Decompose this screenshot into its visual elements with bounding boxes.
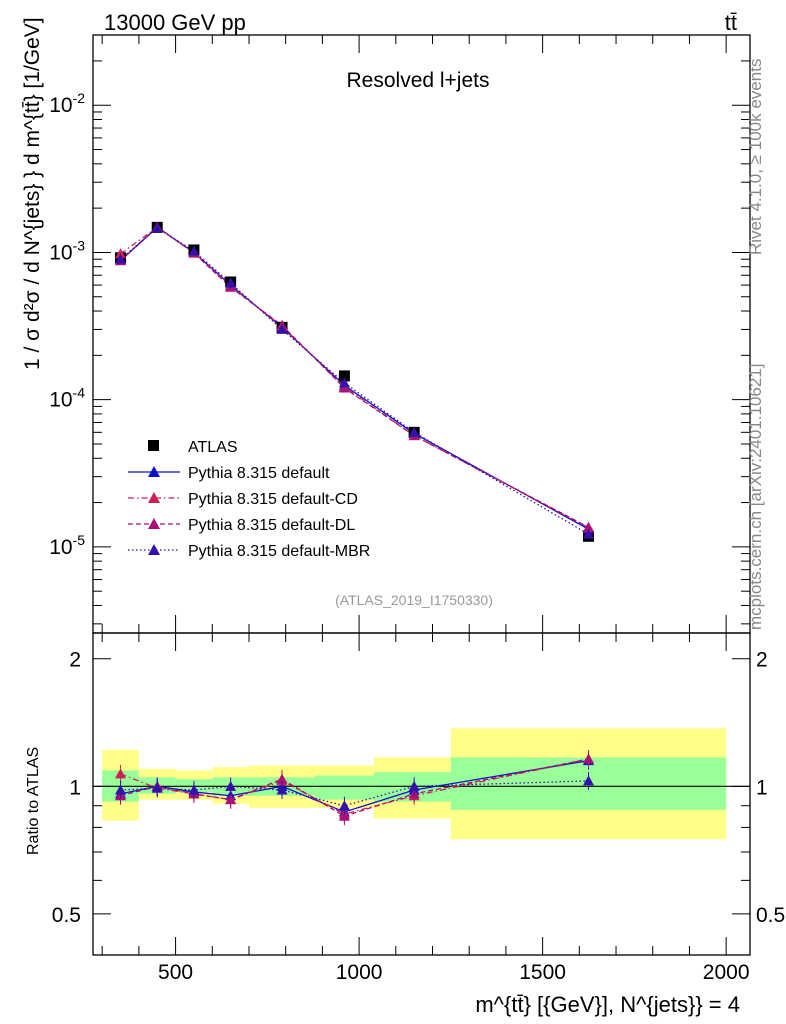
ratio-marker-dl [338, 810, 350, 821]
ratio-y-tick-label-left: 0.5 [52, 904, 81, 927]
marker-mbr [583, 528, 595, 539]
ratio-line-mbr [120, 780, 589, 807]
legend-item-mbr: Pythia 8.315 default-MBR [128, 543, 370, 560]
ratio-marker-mbr [151, 782, 163, 793]
ratio-marker-mbr [408, 780, 420, 791]
ratio-panel [92, 632, 751, 956]
main-y-tick-label: 10-5 [49, 532, 85, 559]
ratio-marker-dl [225, 794, 237, 805]
uncertainty-band-inner [315, 775, 374, 800]
marker-mbr [225, 277, 237, 288]
ratio-line-cd [120, 758, 589, 815]
series-line-cd [120, 226, 589, 529]
main-y-tick-label: 10-4 [49, 385, 85, 412]
ratio-y-tick-label-right: 1 [756, 776, 768, 799]
x-tick-label: 2000 [703, 961, 750, 984]
ratio-frame-border [92, 632, 751, 956]
legend-item-cd: Pythia 8.315 default-CD [128, 491, 358, 508]
main-y-tick-label-exponent: -5 [73, 532, 86, 548]
main-y-tick-label-exponent: -4 [73, 385, 86, 401]
ratio-y-axis-label: Ratio to ATLAS [25, 747, 42, 855]
legend-label-mbr: Pythia 8.315 default-MBR [188, 543, 370, 560]
main-plot-content [115, 221, 595, 542]
series-line-dl [120, 226, 589, 528]
mcplots-label: mcplots.cern.ch [arXiv:2401.10621] [746, 364, 765, 630]
legend-label-atlas: ATLAS [188, 439, 238, 456]
marker-mbr [115, 253, 127, 264]
series-line-default [120, 226, 589, 530]
ratio-y-tick-label-left: 1 [69, 776, 81, 799]
legend: ATLAS Pythia 8.315 default Pythia 8.315 … [128, 439, 370, 560]
x-axis-label: m^{tt̄} [{GeV}], N^{jets}} = 4 [475, 992, 740, 1017]
ratio-y-tick-label-right: 2 [756, 649, 768, 672]
ratio-plot-content [93, 728, 750, 840]
main-y-axis-label: 1 / σ d²σ / d N^{jets} } d m^{tt̄} [1/Ge… [21, 17, 44, 370]
x-tick-label: 1000 [336, 961, 383, 984]
ratio-y-tick-label-left: 2 [69, 649, 81, 672]
ratio-marker-mbr [115, 784, 127, 795]
analysis-tag: (ATLAS_2019_I1750330) [335, 592, 493, 608]
marker-mbr [408, 426, 420, 437]
x-tick-label: 1500 [519, 961, 566, 984]
main-y-tick-label-base: 10 [49, 94, 72, 117]
ratio-marker-mbr [276, 784, 288, 795]
rivet-version-label: Rivet 4.1.0, ≥ 100k events [746, 59, 765, 255]
legend-label-cd: Pythia 8.315 default-CD [188, 491, 358, 508]
chart-title: Resolved l+jets [347, 69, 490, 92]
data-point-atlas [338, 370, 350, 382]
main-y-tick-label-base: 10 [49, 536, 72, 559]
x-tick-label: 500 [158, 961, 193, 984]
legend-label-dl: Pythia 8.315 default-DL [188, 517, 355, 534]
ratio-marker-mbr [188, 784, 200, 795]
main-y-tick-label-base: 10 [49, 389, 72, 412]
ratio-marker-dl [583, 753, 595, 764]
main-y-tick-label-base: 10 [49, 241, 72, 264]
legend-item-atlas: ATLAS [148, 439, 238, 456]
marker-dl [583, 521, 595, 532]
ratio-line-dl [120, 758, 589, 817]
legend-item-default: Pythia 8.315 default [128, 465, 330, 482]
series-line-mbr [120, 227, 589, 535]
main-y-tick-label: 10-3 [49, 237, 85, 264]
ratio-marker-mbr [338, 800, 350, 811]
main-y-tick-label: 10-2 [49, 90, 85, 117]
marker-mbr [338, 377, 350, 388]
marker-mbr [151, 222, 163, 233]
ratio-marker-dl [276, 773, 288, 784]
ratio-marker-mbr [225, 780, 237, 791]
main-y-tick-label-exponent: -2 [73, 90, 86, 106]
process-label: tt̄ [725, 10, 737, 35]
marker-cd [115, 248, 127, 259]
marker-dl [338, 382, 350, 393]
marker-mbr [276, 323, 288, 334]
marker-mbr [188, 245, 200, 256]
main-y-tick-label-exponent: -3 [73, 237, 86, 253]
ratio-marker-cd [115, 768, 127, 779]
legend-item-dl: Pythia 8.315 default-DL [128, 517, 355, 534]
ratio-y-tick-label-right: 0.5 [756, 904, 785, 927]
legend-label-default: Pythia 8.315 default [188, 465, 330, 482]
ratio-marker-mbr [583, 775, 595, 786]
energy-label: 13000 GeV pp [104, 10, 246, 35]
